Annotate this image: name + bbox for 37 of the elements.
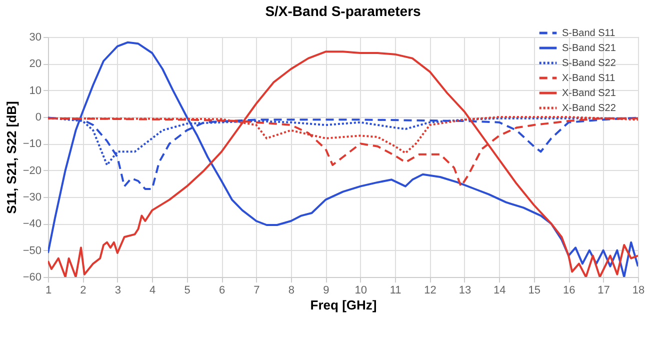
y-tick-label: −40 [22,218,42,230]
x-tick-label: 12 [424,284,436,296]
y-tick-label: 0 [35,112,42,124]
x-tick-label: 6 [218,284,226,296]
legend-label: X-Band S11 [562,73,616,84]
x-tick-label: 18 [632,284,645,296]
y-tick-label: −20 [22,164,42,177]
x-tick-label: 16 [562,284,576,296]
x-tick-label: 15 [528,284,541,296]
x-tick-label: 2 [80,284,86,296]
x-tick-label: 11 [390,284,402,296]
x-tick-label: 5 [184,284,190,296]
legend-label: X-Band S22 [562,103,616,114]
legend-label: X-Band S21 [562,88,616,99]
x-axis-title: Freq [GHz] [310,298,377,312]
x-tick-label: 10 [354,284,367,296]
x-tick-label: 1 [45,284,52,296]
x-tick-label: 4 [150,284,156,296]
x-tick-label: 13 [458,284,472,296]
legend-label: S-Band S11 [562,28,616,39]
x-tick-label: 9 [323,284,330,296]
x-tick-label: 14 [494,284,506,296]
x-tick-label: 7 [254,284,260,296]
x-tick-label: 8 [288,284,295,296]
y-tick-label: 10 [29,84,42,97]
y-tick-label: −30 [22,192,42,204]
y-tick-label: 30 [29,32,42,44]
y-tick-label: −60 [22,272,42,284]
y-tick-label: −50 [22,244,42,257]
x-tick-label: 17 [598,284,610,296]
x-tick-label: 3 [114,284,121,296]
chart-title: S/X-Band S-parameters [265,3,422,19]
y-tick-label: 20 [29,58,42,70]
y-axis-title: S11, S21, S22 [dB] [4,101,19,214]
y-tick-label: −10 [22,138,42,150]
legend-label: S-Band S22 [562,58,616,69]
legend-label: S-Band S21 [562,43,616,54]
